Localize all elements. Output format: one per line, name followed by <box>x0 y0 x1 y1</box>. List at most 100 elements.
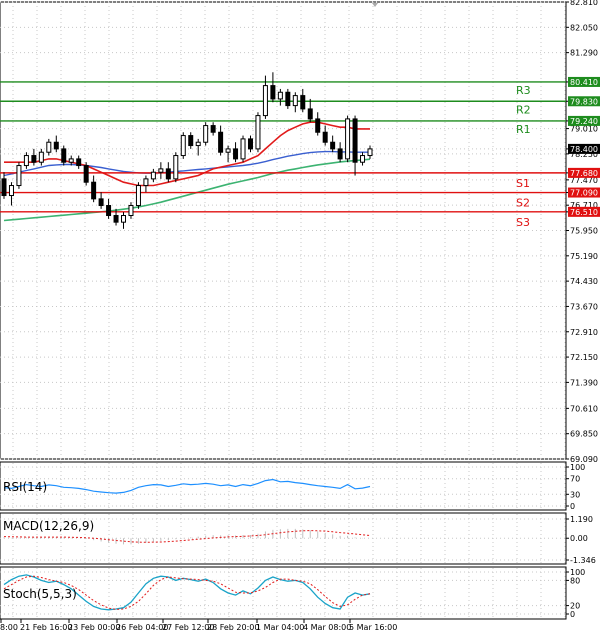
level-badge-value-s3: 76.510 <box>570 208 598 217</box>
candle-bullish <box>180 135 186 157</box>
candle-bearish <box>270 85 276 100</box>
candle-bullish <box>195 141 201 147</box>
time-tick-label: 8:00 <box>0 623 18 632</box>
ma-blue-line <box>3 150 370 177</box>
candle-bearish <box>247 138 253 150</box>
candle-bearish <box>233 148 239 160</box>
candle-bearish <box>1 178 7 197</box>
candle-bullish <box>360 155 366 163</box>
axis-tick-label: 100 <box>570 463 585 472</box>
level-label-r2: R2 <box>516 103 531 116</box>
level-badge-r3 <box>568 76 600 87</box>
price-tick-label: 73.670 <box>570 302 598 311</box>
time-tick-label: 26 Feb 04:00 <box>116 623 168 632</box>
level-badge-value-r1: 79.240 <box>570 117 598 126</box>
candle-bearish <box>352 118 358 163</box>
price-tick-label: 78.250 <box>570 150 598 159</box>
candle-bearish <box>285 91 291 107</box>
axis-tick-label: 100 <box>570 568 585 577</box>
macd-signal-line <box>3 530 371 543</box>
macd-label: MACD(12,26,9) <box>3 519 94 533</box>
price-tick-label: 72.150 <box>570 353 598 362</box>
price-tick-label: 75.950 <box>570 227 598 236</box>
candle-bullish <box>255 115 261 150</box>
level-badge-r1 <box>568 115 600 126</box>
current-price-badge <box>568 143 600 154</box>
level-badge-s3 <box>568 206 600 217</box>
price-tick-label: 72.910 <box>570 328 598 337</box>
axis-tick-label: 0.00 <box>570 534 588 543</box>
level-label-r1: R1 <box>516 123 531 136</box>
candle-bullish <box>135 185 141 207</box>
candle-bearish <box>300 95 306 110</box>
ma-green-line <box>3 158 371 222</box>
candle-bearish <box>83 165 89 183</box>
rsi-label: RSI(14) <box>3 480 47 494</box>
level-label-s1: S1 <box>516 177 530 190</box>
candle-bullish <box>158 168 164 173</box>
candle-bullish <box>345 118 351 160</box>
time-tick-label: 1 Mar 04:00 <box>256 623 304 632</box>
macd-axis: 1.190 0.00 -1.346 <box>566 515 596 565</box>
time-tick-label: 23 Feb 00:00 <box>68 623 120 632</box>
candle-bullish <box>292 95 298 107</box>
candle-bearish <box>315 118 321 133</box>
axis-tick-label: -1.346 <box>570 556 596 565</box>
stoch-d-line <box>3 575 371 610</box>
price-tick-label: 71.390 <box>570 378 598 387</box>
pivot-levels: R3 R2 R1 S1 S2 S3 <box>0 81 566 229</box>
candle-bearish <box>322 131 328 143</box>
macd-panel: 1.190 0.00 -1.346 MACD(12,26,9) <box>0 512 596 565</box>
price-tick-label: 82.810 <box>570 0 598 7</box>
candle-bullish <box>23 155 29 167</box>
level-badge-value-r3: 80.410 <box>570 78 598 87</box>
time-tick-label: 4 Mar 08:00 <box>303 623 351 632</box>
axis-tick-label: 0 <box>570 502 575 511</box>
price-tick-label: 75.190 <box>570 252 598 261</box>
level-badge-value-s2: 77.090 <box>570 189 598 198</box>
price-tick-label: 70.610 <box>570 404 598 413</box>
candle-bullish <box>16 165 22 187</box>
candle-bullish <box>143 178 149 187</box>
time-tick-label: 28 Feb 20:00 <box>207 623 259 632</box>
macd-grid <box>0 514 566 563</box>
level-label-r3: R3 <box>516 84 531 97</box>
candle-bullish <box>240 138 246 160</box>
price-tick-label: 69.090 <box>570 455 598 464</box>
candle-bearish <box>337 148 343 160</box>
candle-bullish <box>173 155 179 180</box>
axis-tick-label: 0 <box>570 610 575 619</box>
rsi-panel: 100 70 30 0 RSI(14) <box>0 461 585 511</box>
candle-bearish <box>218 131 224 153</box>
price-tick-label: 74.430 <box>570 277 598 286</box>
candle-bearish <box>61 148 67 163</box>
candle-bearish <box>106 205 112 217</box>
price-tick-label: 81.290 <box>570 49 598 58</box>
candle-bullish <box>150 171 156 180</box>
candle-bearish <box>31 155 37 163</box>
candle-bullish <box>8 185 14 197</box>
axis-tick-label: 30 <box>570 490 580 499</box>
rsi-axis: 100 70 30 0 <box>566 463 585 511</box>
candle-bearish <box>98 198 104 207</box>
time-tick-label: 27 Feb 12:00 <box>162 623 214 632</box>
candle-bullish <box>367 148 373 157</box>
scroll-marker-icon[interactable] <box>372 3 378 7</box>
candle-bearish <box>330 141 336 150</box>
level-badge-r2 <box>568 96 600 107</box>
candle-bullish <box>46 141 52 153</box>
time-tick-label: 5 Mar 16:00 <box>349 623 397 632</box>
level-badge-value-s1: 77.680 <box>570 169 598 178</box>
level-badge-s2 <box>568 187 600 198</box>
level-badge-s1 <box>568 167 600 178</box>
level-badge-value-r2: 79.830 <box>570 97 598 106</box>
axis-tick-label: 80 <box>570 576 580 585</box>
level-label-s2: S2 <box>516 197 530 210</box>
macd-lines <box>3 528 371 545</box>
candle-bullish <box>128 205 134 217</box>
candle-bullish <box>225 148 231 153</box>
price-tick-label: 77.470 <box>570 176 598 185</box>
